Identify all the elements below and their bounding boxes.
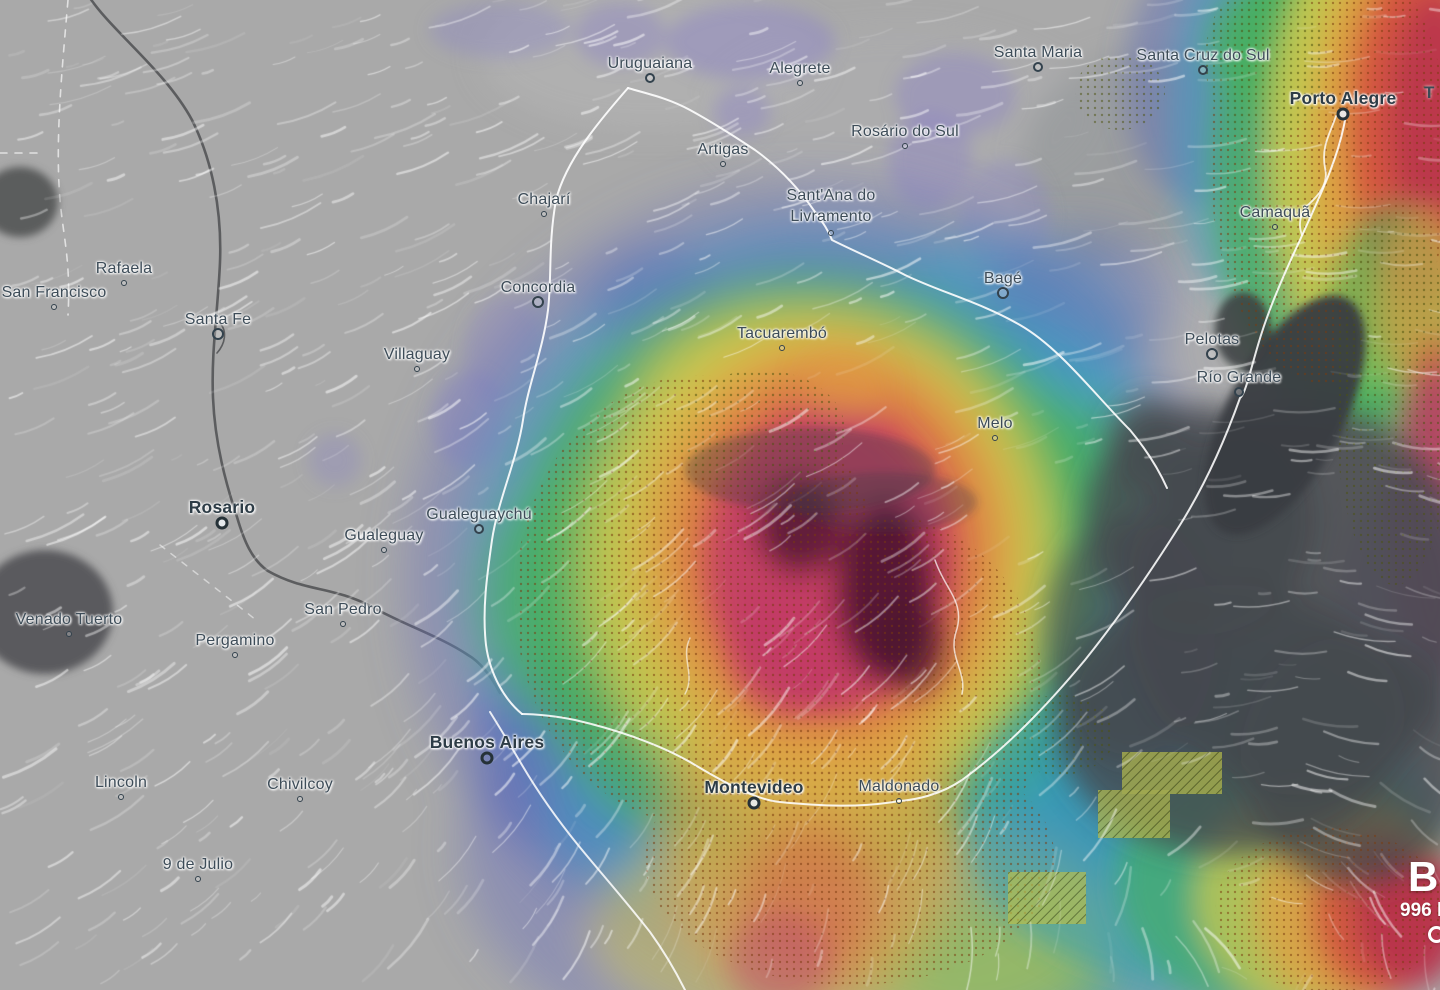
- low-pressure-value: 996 h: [1400, 900, 1440, 921]
- low-pressure-symbol: B: [1408, 853, 1439, 900]
- partial-city-label: T: [1424, 83, 1435, 102]
- low-pressure-marker: [1428, 926, 1440, 943]
